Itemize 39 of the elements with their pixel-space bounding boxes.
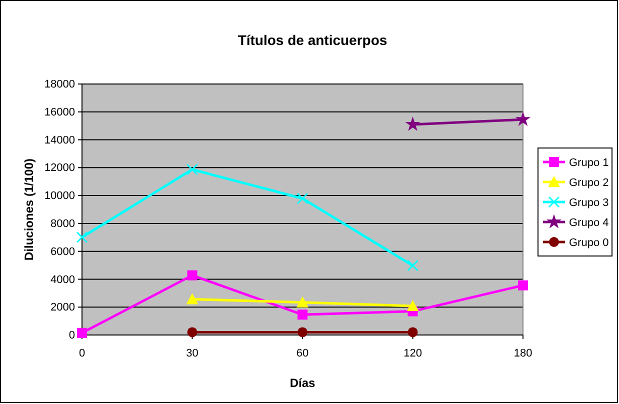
y-tick-label: 4000 [50,274,75,286]
point [296,192,308,204]
point [298,310,308,320]
y-tick-label: 12000 [44,162,75,174]
point [186,164,198,176]
legend-label: Grupo 2 [569,177,609,189]
y-tick-label: 10000 [44,190,75,202]
point [186,293,198,304]
point [187,270,198,280]
legend-label: Grupo 0 [569,237,609,249]
chart-title: Títulos de anticuerpos [238,32,388,48]
point [515,112,531,126]
x-tick-label: 30 [186,347,198,360]
point [405,116,420,131]
y-tick-label: 18000 [44,78,75,91]
point [77,328,87,338]
point [298,327,308,338]
y-tick-label: 0 [68,330,75,342]
y-tick-label: 16000 [44,106,75,118]
x-axis-title: Días [290,376,316,390]
point [406,300,419,311]
point [76,232,88,243]
point [407,260,418,272]
y-tick-label: 6000 [50,246,75,258]
y-axis-title: Diluciones (1/100) [22,158,36,261]
x-tick-label: 60 [296,347,309,360]
x-tick-label: 0 [78,347,86,360]
x-tick-label: 180 [514,347,532,360]
y-tick-label: 14000 [44,134,75,146]
point [408,327,418,338]
legend-label: Grupo 1 [569,157,609,169]
point [518,280,528,290]
legend-label: Grupo 3 [569,197,609,209]
point [296,296,308,308]
x-tick-label: 120 [404,347,422,360]
y-tick-label: 2000 [50,302,75,314]
legend-label: Grupo 4 [569,217,609,229]
y-tick-label: 8000 [50,218,75,230]
point [187,327,198,338]
